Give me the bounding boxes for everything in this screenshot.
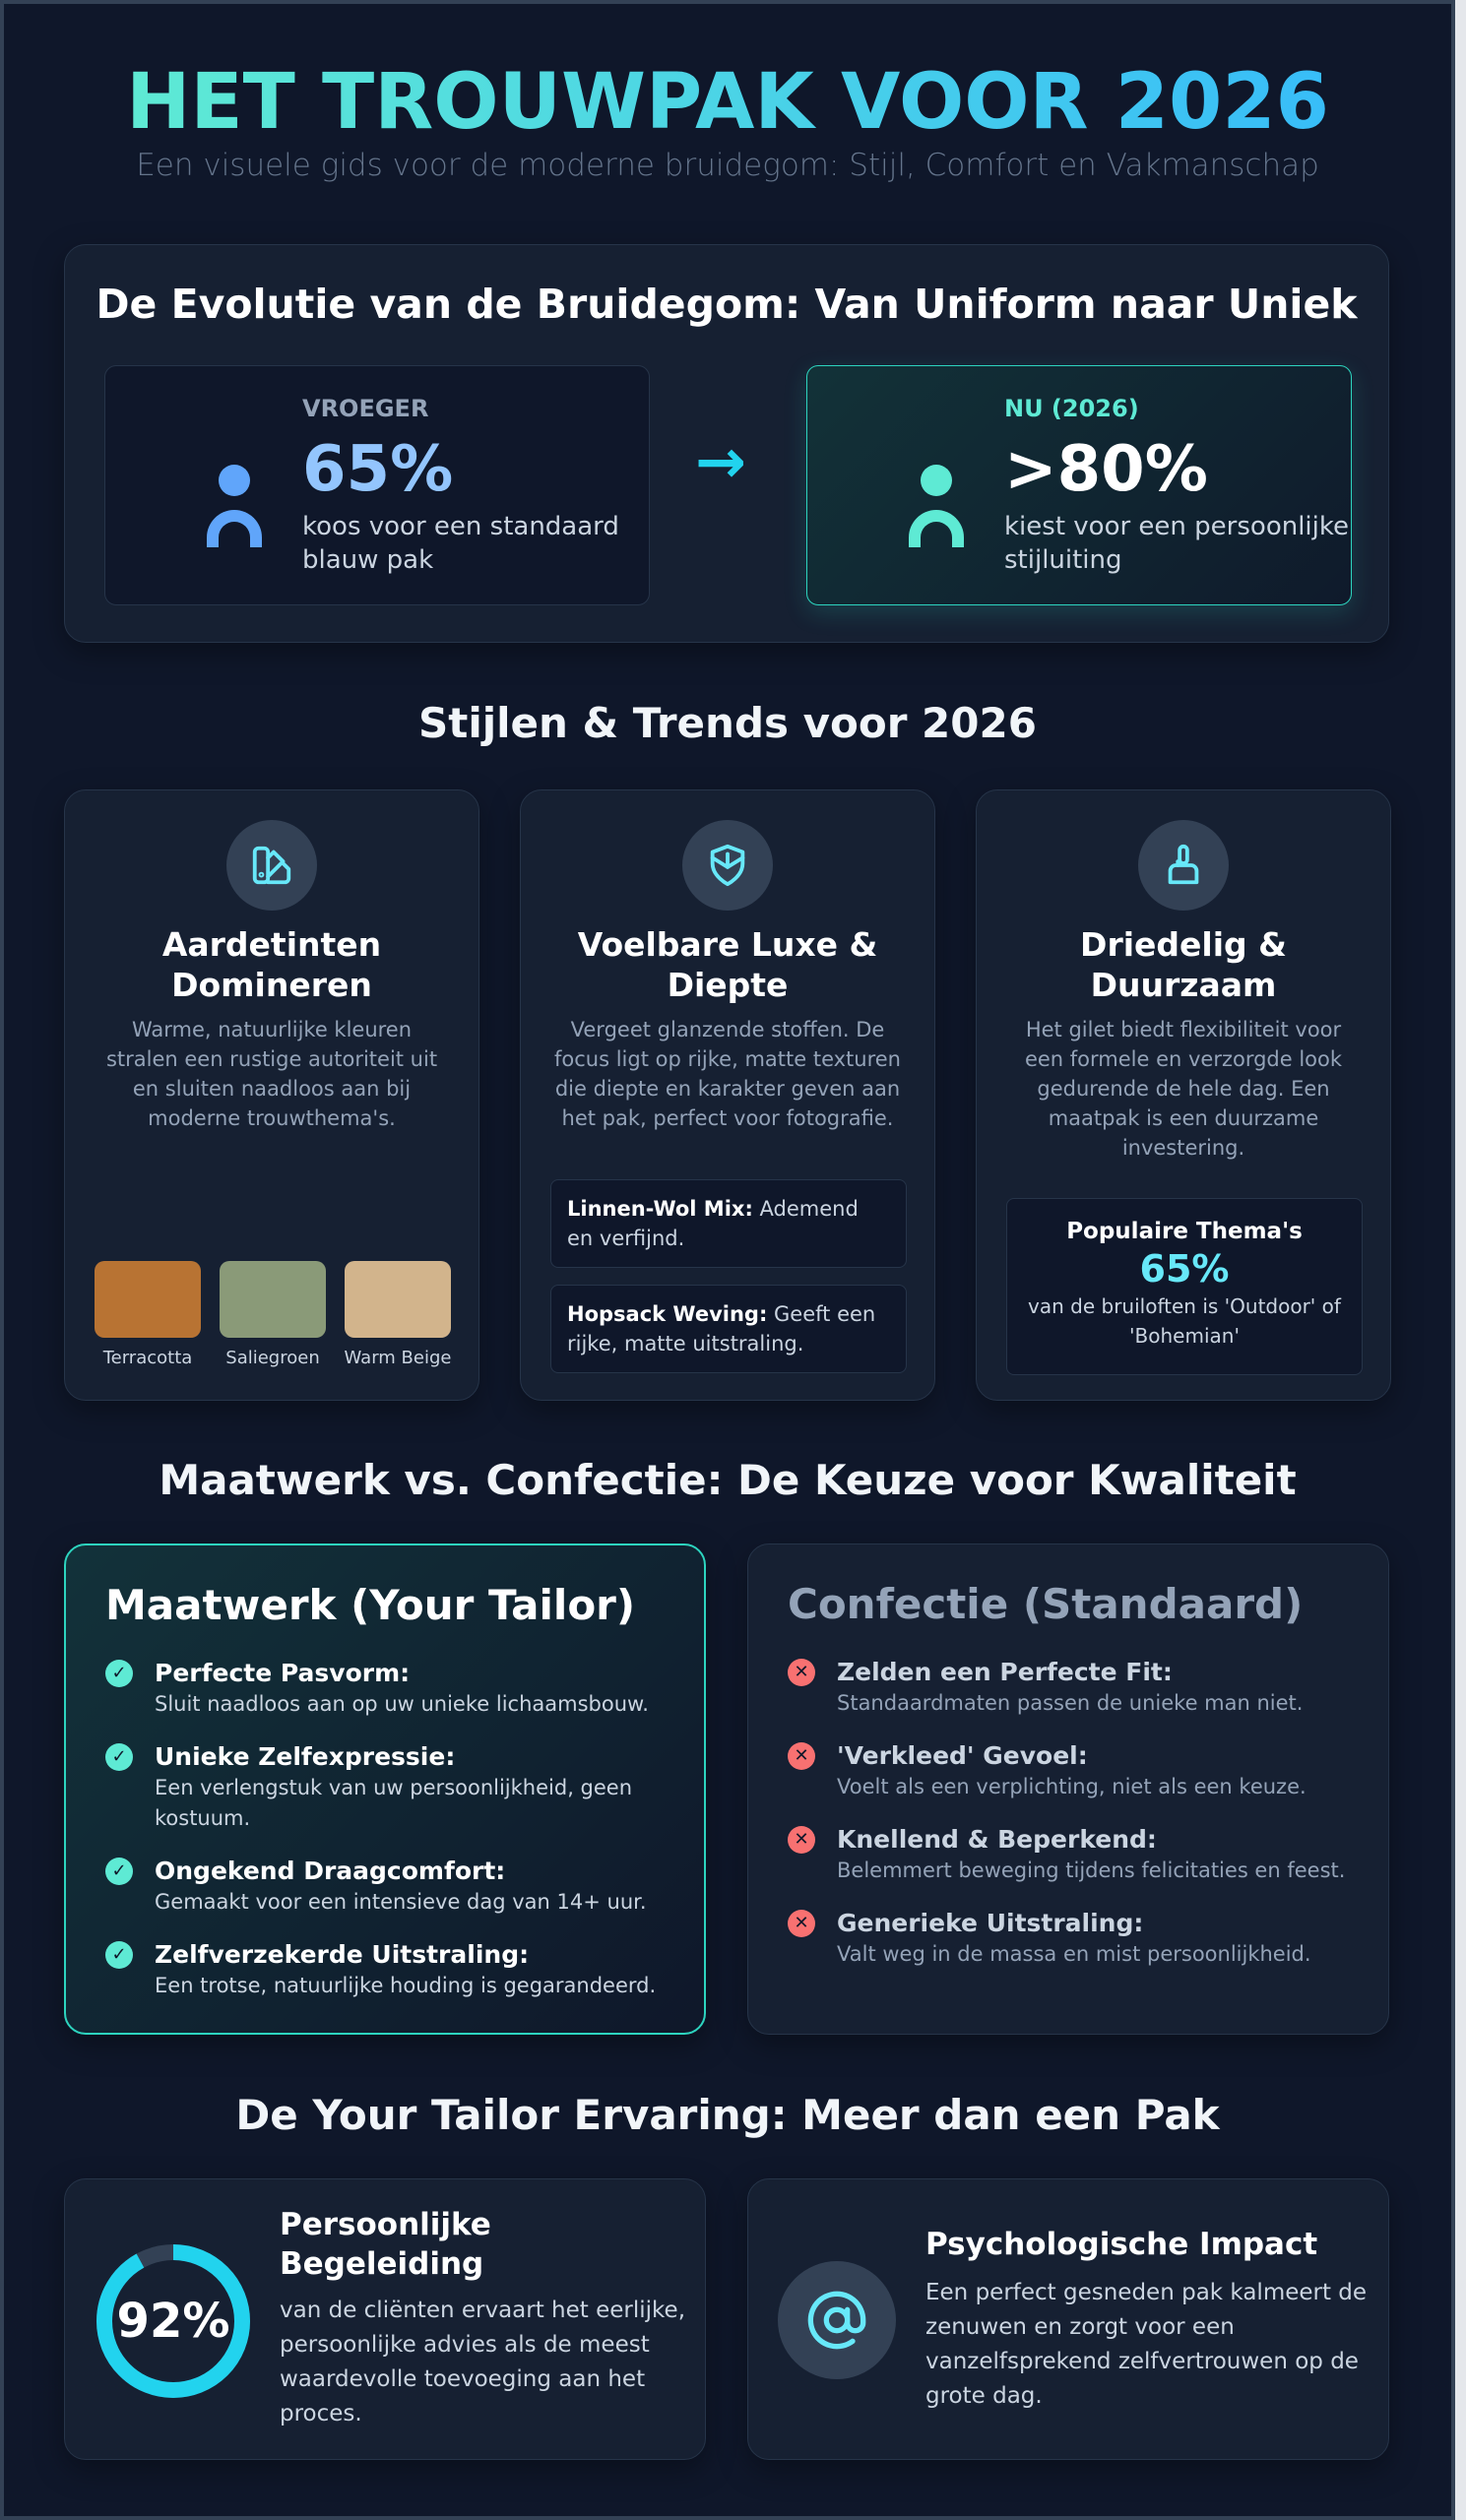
fabric-text: Ademend en verfijnd. (567, 1197, 859, 1250)
experience-title: De Your Tailor Ervaring: Meer dan een Pa… (235, 2091, 1220, 2139)
person-icon (906, 465, 965, 553)
fabric-name: Linnen-Wol Mix: (567, 1197, 753, 1221)
guidance-card: 92% Persoonlijke Begeleiding van de clië… (64, 2178, 706, 2460)
item-text: Voelt als een verplichting, niet als een… (837, 1775, 1307, 1798)
comparison-item: ✓ Perfecte Pasvorm: Sluit naadloos aan o… (105, 1658, 696, 1720)
comparison-title: Maatwerk vs. Confectie: De Keuze voor Kw… (159, 1456, 1297, 1504)
page-title: HET TROUWPAK VOOR 2026 (126, 58, 1329, 147)
trend-card-earth-tones: Aardetinten Domineren Warme, natuurlijke… (64, 789, 479, 1401)
fabric-text: Geeft een rijke, matte uitstraling. (567, 1302, 876, 1355)
item-title: Perfecte Pasvorm: (155, 1659, 411, 1687)
stat-text: van de bruiloften is 'Outdoor' of 'Bohem… (1028, 1294, 1341, 1348)
x-circle-icon: ✕ (788, 1659, 815, 1686)
comparison-item: ✓ Zelfverzekerde Uitstraling: Een trotse… (105, 1939, 696, 2001)
person-icon (204, 465, 263, 553)
swatch-warm-beige (345, 1261, 451, 1338)
swatch-saliegroen (220, 1261, 326, 1338)
comparison-item: ✕ Knellend & Beperkend: Belemmert bewegi… (788, 1824, 1378, 1886)
trend-title: Aardetinten Domineren (161, 925, 382, 1004)
x-circle-icon: ✕ (788, 1826, 815, 1854)
before-value: 65% (302, 433, 454, 506)
stat-value: 65% (1139, 1247, 1230, 1291)
trend-card-three-piece: Driedelig & Duurzaam Het gilet biedt fle… (976, 789, 1391, 1401)
trend-text: Warme, natuurlijke kleuren stralen een r… (105, 1018, 438, 1130)
guidance-donut (96, 2244, 250, 2398)
impact-card: Psychologische Impact Een perfect gesned… (747, 2178, 1389, 2460)
now-value: >80% (1004, 433, 1208, 506)
maatwerk-list: ✓ Perfecte Pasvorm: Sluit naadloos aan o… (105, 1658, 696, 2023)
at-sign-icon (778, 2261, 896, 2379)
item-text: Een trotse, natuurlijke houding is gegar… (155, 1974, 657, 1997)
item-text: Gemaakt voor een intensieve dag van 14+ … (155, 1890, 647, 1914)
trend-text: Het gilet biedt flexibiliteit voor een f… (1024, 1018, 1343, 1160)
x-circle-icon: ✕ (788, 1910, 815, 1937)
guidance-title: Persoonlijke Begeleiding (280, 2207, 491, 2282)
fabric-name: Hopsack Weving: (567, 1302, 768, 1326)
item-title: Zelfverzekerde Uitstraling: (155, 1940, 530, 1969)
swatch-label: Terracotta (102, 1348, 193, 1368)
trend-card-luxury: Voelbare Luxe & Diepte Vergeet glanzende… (520, 789, 935, 1401)
evolution-title: De Evolutie van de Bruidegom: Van Unifor… (96, 281, 1358, 328)
comparison-item: ✕ Generieke Uitstraling: Valt weg in de … (788, 1908, 1378, 1970)
check-circle-icon: ✓ (105, 1660, 133, 1687)
guidance-value: 92% (116, 2294, 230, 2349)
item-text: Valt weg in de massa en mist persoonlijk… (837, 1942, 1311, 1966)
item-title: Knellend & Beperkend: (837, 1825, 1157, 1854)
confectie-list: ✕ Zelden een Perfecte Fit: Standaardmate… (788, 1657, 1378, 1991)
evolution-section: De Evolutie van de Bruidegom: Van Unifor… (64, 244, 1389, 643)
item-title: Generieke Uitstraling: (837, 1909, 1144, 1937)
before-text: koos voor een standaard blauw pak (302, 512, 619, 575)
now-label: NU (2026) (1004, 395, 1139, 422)
swatch-terracotta (95, 1261, 201, 1338)
stat-label: Populaire Thema's (1066, 1219, 1303, 1244)
impact-text: Een perfect gesneden pak kalmeert de zen… (925, 2280, 1368, 2409)
maatwerk-title: Maatwerk (Your Tailor) (105, 1581, 636, 1629)
page-subtitle: Een visuele gids voor de moderne bruideg… (136, 148, 1319, 183)
fabric-linnen-wol: Linnen-Wol Mix: Ademend en verfijnd. (550, 1179, 907, 1268)
shield-icon (682, 820, 773, 911)
now-box: NU (2026) >80% kiest voor een persoonlij… (806, 365, 1352, 605)
before-box: VROEGER 65% koos voor een standaard blau… (104, 365, 650, 605)
swatch-label: Saliegroen (225, 1348, 320, 1368)
comparison-item: ✕ 'Verkleed' Gevoel: Voelt als een verpl… (788, 1740, 1378, 1802)
check-circle-icon: ✓ (105, 1858, 133, 1885)
check-circle-icon: ✓ (105, 1743, 133, 1771)
trend-title: Voelbare Luxe & Diepte (577, 925, 878, 1004)
popular-themes-box: Populaire Thema's 65% van de bruiloften … (1006, 1198, 1363, 1375)
x-circle-icon: ✕ (788, 1742, 815, 1770)
check-circle-icon: ✓ (105, 1941, 133, 1969)
trends-title: Stijlen & Trends voor 2026 (418, 699, 1037, 747)
guidance-text: van de cliënten ervaart het eerlijke, pe… (280, 2298, 686, 2426)
trend-title: Driedelig & Duurzaam (1080, 925, 1287, 1004)
palette-swatch-icon (226, 820, 317, 911)
swatch-label: Warm Beige (344, 1348, 452, 1368)
impact-title: Psychologische Impact (925, 2227, 1318, 2262)
now-text: kiest voor een persoonlijke stijluiting (1004, 512, 1349, 575)
item-text: Belemmert beweging tijdens felicitaties … (837, 1858, 1346, 1882)
item-title: Zelden een Perfecte Fit: (837, 1658, 1173, 1686)
arrow-right-icon: → (695, 425, 746, 497)
confectie-card: Confectie (Standaard) ✕ Zelden een Perfe… (747, 1544, 1389, 2035)
item-text: Standaardmaten passen de unieke man niet… (837, 1691, 1304, 1715)
item-text: Sluit naadloos aan op uw unieke lichaams… (155, 1692, 649, 1716)
before-label: VROEGER (302, 395, 429, 422)
comparison-item: ✕ Zelden een Perfecte Fit: Standaardmate… (788, 1657, 1378, 1719)
donut-fill (96, 2244, 250, 2398)
item-title: Unieke Zelfexpressie: (155, 1742, 456, 1771)
confectie-title: Confectie (Standaard) (788, 1580, 1304, 1628)
item-title: 'Verkleed' Gevoel: (837, 1741, 1088, 1770)
comparison-item: ✓ Unieke Zelfexpressie: Een verlengstuk … (105, 1741, 696, 1834)
item-text: Een verlengstuk van uw persoonlijkheid, … (155, 1776, 633, 1830)
maatwerk-card: Maatwerk (Your Tailor) ✓ Perfecte Pasvor… (64, 1544, 706, 2035)
brush-icon (1138, 820, 1229, 911)
comparison-item: ✓ Ongekend Draagcomfort: Gemaakt voor ee… (105, 1856, 696, 1918)
fabric-hopsack: Hopsack Weving: Geeft een rijke, matte u… (550, 1285, 907, 1373)
item-title: Ongekend Draagcomfort: (155, 1857, 506, 1885)
trend-text: Vergeet glanzende stoffen. De focus ligt… (553, 1018, 901, 1130)
